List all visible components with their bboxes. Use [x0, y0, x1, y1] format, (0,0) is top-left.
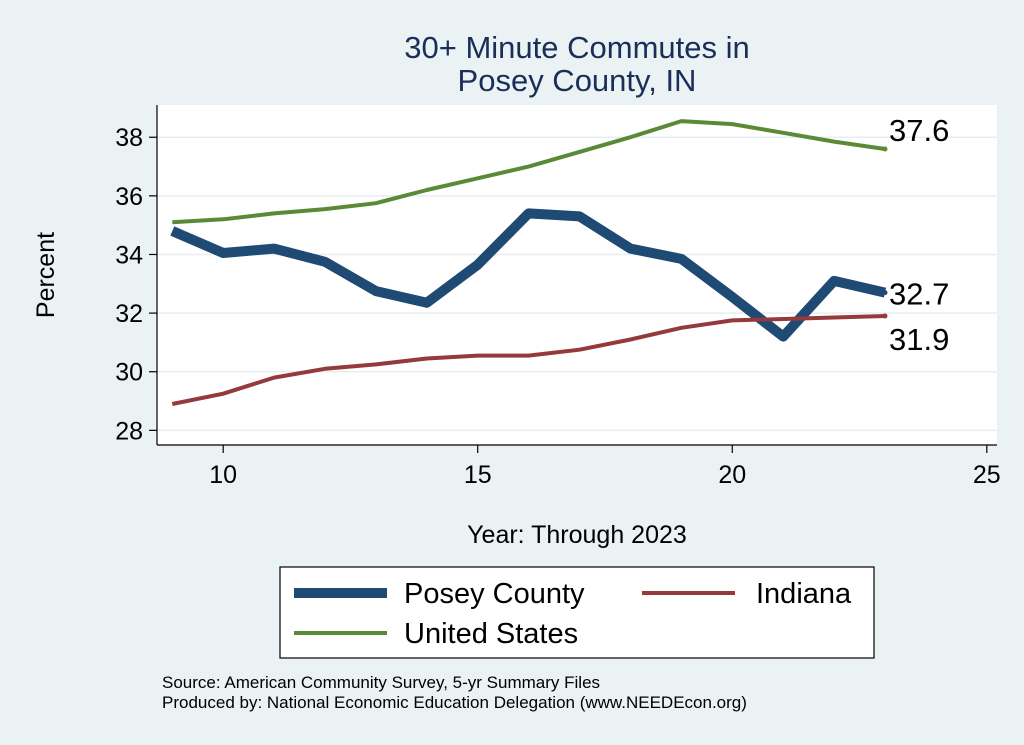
legend-label-united-states: United States [404, 618, 578, 650]
legend-label-indiana: Indiana [756, 578, 852, 610]
y-tick-label: 34 [115, 241, 143, 269]
x-axis-title: Year: Through 2023 [467, 521, 687, 549]
y-axis-title: Percent [32, 232, 60, 318]
y-tick-label: 38 [115, 124, 143, 152]
source-note: Produced by: National Economic Education… [162, 693, 747, 712]
series-line-indiana [171, 314, 886, 406]
legend-box [279, 566, 875, 659]
series-end-point-united-states [882, 146, 888, 152]
plot-area [157, 105, 997, 445]
series-line-posey-county [170, 208, 887, 342]
y-tick-label: 32 [115, 300, 143, 328]
series-end-point-indiana [882, 313, 888, 319]
source-note: Source: American Community Survey, 5-yr … [162, 673, 600, 692]
x-tick-label: 25 [973, 461, 1001, 489]
series-end-label-indiana: 31.9 [889, 322, 949, 357]
chart-title-line: 30+ Minute Commutes in [404, 30, 749, 65]
x-tick-label: 20 [718, 461, 746, 489]
y-tick-label: 36 [115, 183, 143, 211]
legend-label-posey-county: Posey County [404, 578, 585, 610]
x-tick-label: 10 [209, 461, 237, 489]
series-end-point-posey-county [882, 290, 888, 296]
series-end-label-united-states: 37.6 [889, 113, 949, 148]
y-tick-label: 30 [115, 359, 143, 387]
chart-title-line: Posey County, IN [458, 63, 697, 98]
x-tick-label: 15 [464, 461, 492, 489]
y-tick-label: 28 [115, 417, 143, 445]
series-end-label-posey-county: 32.7 [889, 277, 949, 312]
series-line-united-states [172, 119, 886, 225]
